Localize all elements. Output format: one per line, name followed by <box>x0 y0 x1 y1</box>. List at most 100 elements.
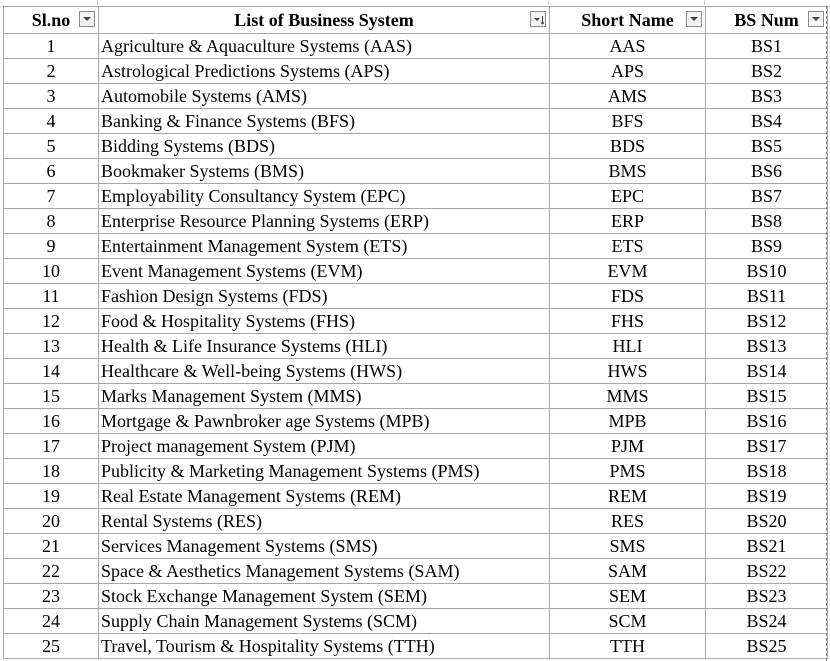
sort-filter-icon[interactable] <box>530 11 546 27</box>
cell-business-system[interactable]: Rental Systems (RES) <box>98 508 550 534</box>
cell-slno[interactable]: 19 <box>3 483 99 509</box>
header-bs-num[interactable]: BS Num <box>705 6 828 34</box>
cell-bs-num[interactable]: BS10 <box>705 258 828 284</box>
cell-business-system[interactable]: Publicity & Marketing Management Systems… <box>98 458 550 484</box>
cell-slno[interactable]: 23 <box>3 583 99 609</box>
cell-slno[interactable]: 25 <box>3 633 99 659</box>
cell-short-name[interactable]: PJM <box>549 433 706 459</box>
cell-bs-num[interactable]: BS16 <box>705 408 828 434</box>
cell-short-name[interactable]: REM <box>549 483 706 509</box>
cell-business-system[interactable]: Astrological Predictions Systems (APS) <box>98 58 550 84</box>
cell-bs-num[interactable]: BS21 <box>705 533 828 559</box>
cell-slno[interactable]: 5 <box>3 133 99 159</box>
cell-business-system[interactable]: Travel, Tourism & Hospitality Systems (T… <box>98 633 550 659</box>
cell-short-name[interactable]: BMS <box>549 158 706 184</box>
cell-short-name[interactable]: HWS <box>549 358 706 384</box>
cell-business-system[interactable]: Enterprise Resource Planning Systems (ER… <box>98 208 550 234</box>
header-system[interactable]: List of Business System <box>98 6 550 34</box>
cell-bs-num[interactable]: BS24 <box>705 608 828 634</box>
cell-bs-num[interactable]: BS7 <box>705 183 828 209</box>
cell-slno[interactable]: 11 <box>3 283 99 309</box>
cell-short-name[interactable]: PMS <box>549 458 706 484</box>
cell-bs-num[interactable]: BS23 <box>705 583 828 609</box>
cell-bs-num[interactable]: BS11 <box>705 283 828 309</box>
cell-bs-num[interactable]: BS14 <box>705 358 828 384</box>
cell-business-system[interactable]: Mortgage & Pawnbroker age Systems (MPB) <box>98 408 550 434</box>
cell-business-system[interactable]: Stock Exchange Management System (SEM) <box>98 583 550 609</box>
cell-slno[interactable]: 12 <box>3 308 99 334</box>
cell-business-system[interactable]: Automobile Systems (AMS) <box>98 83 550 109</box>
cell-short-name[interactable]: MMS <box>549 383 706 409</box>
cell-slno[interactable]: 16 <box>3 408 99 434</box>
cell-slno[interactable]: 8 <box>3 208 99 234</box>
cell-short-name[interactable]: FHS <box>549 308 706 334</box>
dropdown-arrow-icon[interactable] <box>79 11 95 27</box>
cell-slno[interactable]: 14 <box>3 358 99 384</box>
cell-slno[interactable]: 13 <box>3 333 99 359</box>
cell-bs-num[interactable]: BS15 <box>705 383 828 409</box>
cell-slno[interactable]: 10 <box>3 258 99 284</box>
cell-short-name[interactable]: BDS <box>549 133 706 159</box>
cell-short-name[interactable]: RES <box>549 508 706 534</box>
cell-slno[interactable]: 18 <box>3 458 99 484</box>
cell-business-system[interactable]: Space & Aesthetics Management Systems (S… <box>98 558 550 584</box>
cell-slno[interactable]: 22 <box>3 558 99 584</box>
cell-bs-num[interactable]: BS13 <box>705 333 828 359</box>
cell-business-system[interactable]: Event Management Systems (EVM) <box>98 258 550 284</box>
header-short-name[interactable]: Short Name <box>549 6 706 34</box>
cell-short-name[interactable]: HLI <box>549 333 706 359</box>
cell-business-system[interactable]: Banking & Finance Systems (BFS) <box>98 108 550 134</box>
cell-short-name[interactable]: ETS <box>549 233 706 259</box>
cell-short-name[interactable]: SMS <box>549 533 706 559</box>
cell-bs-num[interactable]: BS18 <box>705 458 828 484</box>
cell-slno[interactable]: 24 <box>3 608 99 634</box>
cell-business-system[interactable]: Bookmaker Systems (BMS) <box>98 158 550 184</box>
cell-business-system[interactable]: Entertainment Management System (ETS) <box>98 233 550 259</box>
cell-slno[interactable]: 4 <box>3 108 99 134</box>
cell-bs-num[interactable]: BS3 <box>705 83 828 109</box>
cell-business-system[interactable]: Food & Hospitality Systems (FHS) <box>98 308 550 334</box>
cell-short-name[interactable]: FDS <box>549 283 706 309</box>
cell-bs-num[interactable]: BS4 <box>705 108 828 134</box>
cell-business-system[interactable]: Marks Management System (MMS) <box>98 383 550 409</box>
cell-short-name[interactable]: SEM <box>549 583 706 609</box>
cell-short-name[interactable]: ERP <box>549 208 706 234</box>
cell-bs-num[interactable]: BS19 <box>705 483 828 509</box>
cell-business-system[interactable]: Agriculture & Aquaculture Systems (AAS) <box>98 33 550 59</box>
cell-bs-num[interactable]: BS12 <box>705 308 828 334</box>
cell-slno[interactable]: 21 <box>3 533 99 559</box>
cell-bs-num[interactable]: BS9 <box>705 233 828 259</box>
cell-bs-num[interactable]: BS8 <box>705 208 828 234</box>
cell-business-system[interactable]: Project management System (PJM) <box>98 433 550 459</box>
cell-bs-num[interactable]: BS5 <box>705 133 828 159</box>
cell-short-name[interactable]: AAS <box>549 33 706 59</box>
cell-short-name[interactable]: AMS <box>549 83 706 109</box>
cell-short-name[interactable]: MPB <box>549 408 706 434</box>
cell-short-name[interactable]: SCM <box>549 608 706 634</box>
cell-business-system[interactable]: Health & Life Insurance Systems (HLI) <box>98 333 550 359</box>
cell-short-name[interactable]: BFS <box>549 108 706 134</box>
cell-business-system[interactable]: Fashion Design Systems (FDS) <box>98 283 550 309</box>
cell-slno[interactable]: 7 <box>3 183 99 209</box>
cell-slno[interactable]: 15 <box>3 383 99 409</box>
cell-slno[interactable]: 9 <box>3 233 99 259</box>
cell-slno[interactable]: 1 <box>3 33 99 59</box>
cell-bs-num[interactable]: BS20 <box>705 508 828 534</box>
cell-slno[interactable]: 17 <box>3 433 99 459</box>
cell-bs-num[interactable]: BS6 <box>705 158 828 184</box>
cell-short-name[interactable]: EPC <box>549 183 706 209</box>
cell-short-name[interactable]: TTH <box>549 633 706 659</box>
header-slno[interactable]: Sl.no <box>3 6 99 34</box>
cell-bs-num[interactable]: BS22 <box>705 558 828 584</box>
cell-business-system[interactable]: Bidding Systems (BDS) <box>98 133 550 159</box>
cell-slno[interactable]: 6 <box>3 158 99 184</box>
cell-bs-num[interactable]: BS17 <box>705 433 828 459</box>
cell-business-system[interactable]: Supply Chain Management Systems (SCM) <box>98 608 550 634</box>
dropdown-arrow-icon[interactable] <box>686 11 702 27</box>
cell-business-system[interactable]: Real Estate Management Systems (REM) <box>98 483 550 509</box>
cell-slno[interactable]: 20 <box>3 508 99 534</box>
dropdown-arrow-icon[interactable] <box>808 11 824 27</box>
cell-bs-num[interactable]: BS2 <box>705 58 828 84</box>
cell-short-name[interactable]: SAM <box>549 558 706 584</box>
cell-business-system[interactable]: Healthcare & Well-being Systems (HWS) <box>98 358 550 384</box>
